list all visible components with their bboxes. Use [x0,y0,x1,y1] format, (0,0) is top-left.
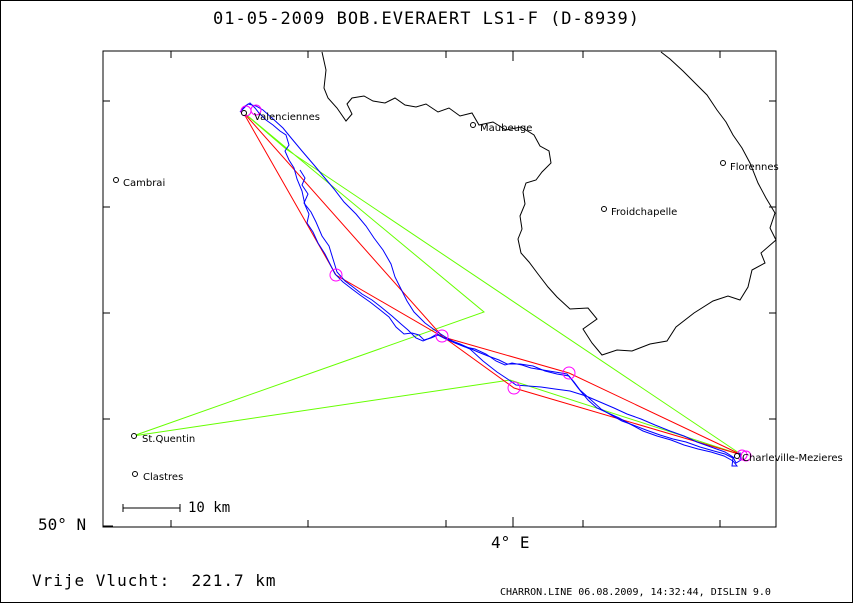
turnpoint-circle [562,366,576,380]
distance-value: 221.7 km [191,571,277,590]
town-marker-maubeuge [470,122,476,128]
town-marker-froidchapelle [601,206,607,212]
footer-credits: CHARRON.LINE 06.08.2009, 14:32:44, DISLI… [500,587,771,598]
town-label-cambrai: Cambrai [123,178,166,189]
declared-course [132,111,743,456]
town-label-froidchapelle: Froidchapelle [611,207,678,218]
town-label-clastres: Clastres [143,472,184,483]
scale-bar [122,504,181,512]
town-marker-florennes [720,160,726,166]
turnpoint-circle [435,329,449,343]
gps-track-detail [299,169,739,467]
map-frame [102,50,777,528]
town-label-valenciennes: Valenciennes [254,112,320,123]
gps-track [239,102,742,464]
distance-caption: Vrije Vlucht: [32,571,171,590]
country-border [321,51,777,356]
task-course [242,111,743,456]
turnpoint-circle [507,381,521,395]
town-markers [113,110,740,477]
free-flight-distance: Vrije Vlucht: 221.7 km [32,571,277,590]
town-marker-cambrai [113,177,119,183]
town-label-maubeuge: Maubeuge [480,123,533,134]
turnpoint-circle [329,268,343,282]
town-marker-st-quentin [131,433,137,439]
turnpoint-circle [250,104,262,116]
town-label-charleville: Charleville-Mezieres [742,453,843,464]
flight-title: 01-05-2009 BOB.EVERAERT LS1-F (D-8939) [213,9,640,29]
latitude-label: 50° N [38,515,87,534]
axis-ticks [103,51,776,527]
town-label-florennes: Florennes [730,162,779,173]
turnpoints [240,104,752,462]
town-marker-charleville [734,453,740,459]
turnpoint-circle [740,450,752,462]
longitude-label: 4° E [491,533,530,552]
town-marker-clastres [132,471,138,477]
scale-label: 10 km [188,500,231,516]
town-label-st-quentin: St.Quentin [142,434,196,445]
town-marker-valenciennes [241,110,247,116]
